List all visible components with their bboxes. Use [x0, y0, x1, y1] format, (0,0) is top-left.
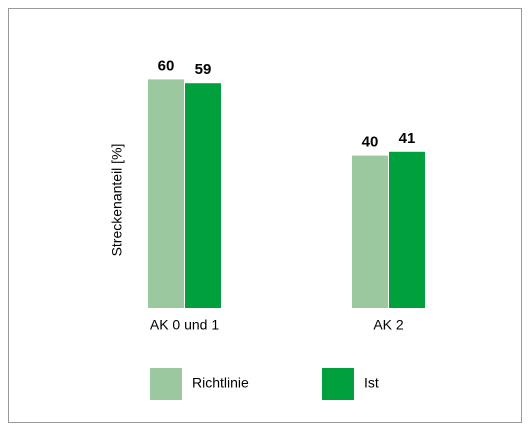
bar	[185, 83, 221, 309]
x-tick-label: AK 2	[373, 317, 404, 333]
y-axis-label: Streckenanteil [%]	[109, 144, 125, 257]
value-label: 60	[158, 57, 175, 74]
value-label: 40	[362, 134, 379, 151]
bar	[389, 151, 425, 308]
bar	[352, 155, 388, 308]
chart-frame	[8, 8, 522, 423]
legend-swatch	[150, 368, 182, 400]
value-label: 41	[399, 130, 416, 147]
legend-swatch	[322, 368, 354, 400]
value-label: 59	[195, 61, 212, 78]
legend-label: Ist	[364, 375, 379, 391]
legend-label: Richtlinie	[192, 375, 249, 391]
x-tick-label: AK 0 und 1	[150, 317, 219, 333]
bar	[148, 79, 184, 309]
